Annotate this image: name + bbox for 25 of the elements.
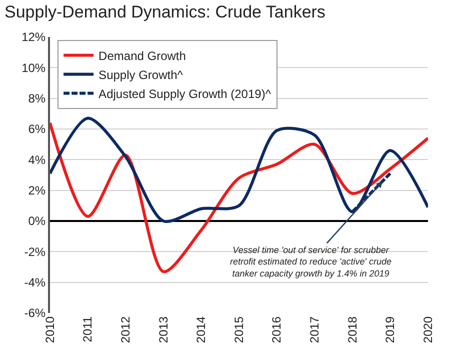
- y-tick-label: -4%: [24, 276, 46, 290]
- y-tick-label: 10%: [22, 60, 46, 75]
- y-tick-label: 8%: [28, 92, 46, 106]
- y-tick-label: 0%: [28, 214, 46, 228]
- x-tick-label: 2016: [270, 316, 284, 344]
- x-tick-label: 2017: [308, 316, 322, 344]
- legend-label: Demand Growth: [98, 48, 186, 63]
- line-series: [50, 116, 428, 223]
- x-tick-label: 2018: [345, 316, 360, 344]
- annotation: Vessel time 'out of service' for scrubber retrofit estimated to reduce 'active' crude tanker capacity growth by 1.4% in 2019: [230, 245, 392, 278]
- x-tick-label: 2012: [118, 316, 132, 344]
- y-tick-label: 2%: [28, 184, 46, 198]
- x-tick-label: 2020: [420, 316, 435, 344]
- legend-label: Adjusted Supply Growth (2019)^: [98, 86, 272, 101]
- x-tick-label: 2019: [383, 316, 398, 344]
- y-tick-label: 12%: [22, 30, 46, 44]
- y-tick-label: 4%: [28, 152, 46, 167]
- y-tick-label: -2%: [24, 244, 46, 259]
- legend-label: Supply Growth^: [98, 68, 184, 82]
- x-tick-label: 2013: [156, 316, 170, 344]
- chart-title: Supply-Demand Dynamics: Crude Tankers: [4, 2, 326, 22]
- x-tick-label: 2011: [80, 316, 95, 342]
- y-tick-label: 6%: [28, 122, 46, 136]
- x-tick-label: 2015: [232, 316, 246, 344]
- x-tick-label: 2014: [194, 316, 208, 344]
